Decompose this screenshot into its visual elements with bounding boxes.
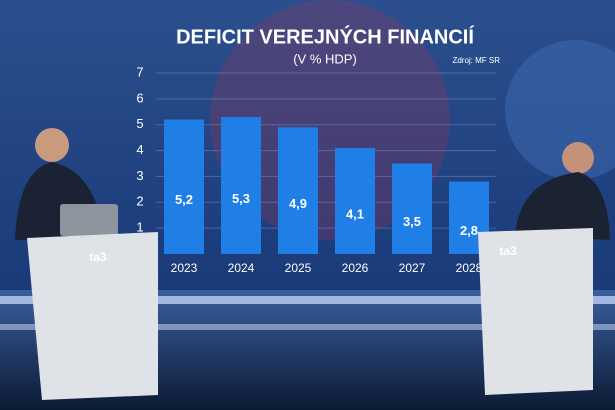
globe — [505, 40, 615, 180]
presenter-head — [35, 128, 69, 162]
desk — [478, 228, 593, 395]
desk-logo: ta3 — [89, 250, 107, 264]
x-tick-label: 2026 — [342, 261, 369, 275]
x-tick-label: 2027 — [399, 261, 426, 275]
y-tick-label: 1 — [136, 220, 143, 235]
bar — [335, 147, 375, 254]
light-strip — [0, 324, 615, 330]
y-tick-label: 2 — [136, 194, 143, 209]
value-label: 3,5 — [403, 214, 421, 229]
y-tick-label: 3 — [136, 168, 143, 183]
y-tick-label: 6 — [136, 90, 143, 105]
light-strip — [0, 296, 615, 304]
bar — [164, 119, 204, 255]
x-tick-label: 2025 — [285, 261, 312, 275]
desk — [27, 232, 158, 400]
guest-body — [515, 172, 610, 240]
y-tick-label: 4 — [136, 142, 143, 157]
value-label: 4,9 — [289, 196, 307, 211]
guest-head — [562, 142, 594, 174]
bar — [221, 116, 261, 254]
chart: 1 2 3 4 5 6 7 2023 5,2 2024 5,3 2025 4,9 2026 4,1 2027 3… — [136, 64, 496, 275]
value-label: 5,2 — [175, 192, 193, 207]
value-label: 5,3 — [232, 191, 250, 206]
x-tick-label: 2023 — [171, 261, 198, 275]
x-tick-label: 2028 — [456, 261, 483, 275]
y-tick-label: 5 — [136, 116, 143, 131]
y-tick-label: 7 — [136, 64, 143, 79]
chart-subtitle: (V % HDP) — [293, 51, 357, 66]
value-label: 4,1 — [346, 206, 364, 221]
x-tick-label: 2024 — [228, 261, 255, 275]
bar — [278, 127, 318, 254]
desk-logo: ta3 — [499, 244, 517, 258]
laptop — [60, 204, 118, 236]
chart-title: DEFICIT VEREJNÝCH FINANCIÍ — [176, 24, 474, 48]
backdrop-shape — [210, 0, 450, 240]
bar — [392, 163, 432, 254]
value-label: 2,8 — [460, 223, 478, 238]
chart-source: Zdroj: MF SR — [452, 56, 500, 65]
